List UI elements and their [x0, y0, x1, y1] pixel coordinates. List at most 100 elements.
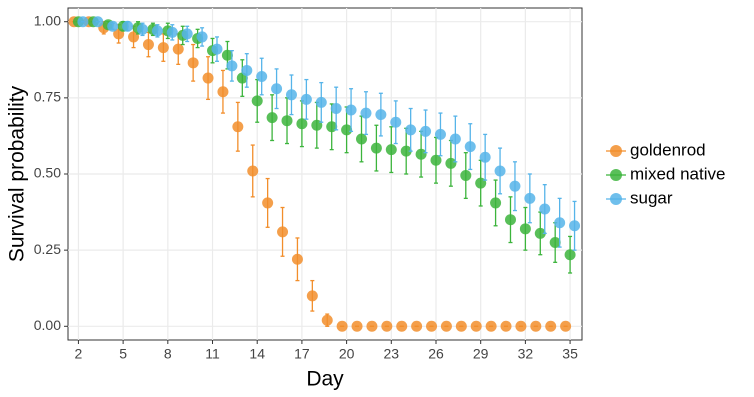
point	[464, 141, 476, 153]
point	[341, 124, 353, 136]
legend-label: goldenrod	[630, 140, 706, 159]
point	[356, 133, 368, 145]
point	[262, 197, 274, 209]
x-tick-label: 23	[384, 346, 400, 362]
x-tick-label: 8	[164, 346, 172, 362]
point	[256, 71, 268, 83]
y-tick-label: 0.25	[34, 241, 61, 257]
point	[300, 93, 312, 105]
point	[479, 151, 491, 163]
point	[271, 83, 283, 95]
point	[336, 320, 348, 332]
x-tick-label: 14	[249, 346, 265, 362]
point	[396, 320, 408, 332]
x-tick-label: 17	[294, 346, 310, 362]
point	[445, 157, 457, 169]
point	[385, 144, 397, 156]
point	[411, 320, 423, 332]
point	[534, 227, 546, 239]
point	[281, 115, 293, 127]
point	[509, 180, 521, 192]
point	[351, 320, 363, 332]
point	[530, 320, 542, 332]
point	[420, 125, 432, 137]
point	[226, 60, 238, 72]
point	[524, 192, 536, 204]
point	[460, 170, 472, 182]
point	[375, 109, 387, 121]
point	[400, 145, 412, 157]
point	[434, 128, 446, 140]
point	[247, 165, 259, 177]
point	[500, 320, 512, 332]
point	[277, 226, 289, 238]
point	[181, 28, 193, 40]
point	[405, 124, 417, 136]
point	[449, 133, 461, 145]
point	[545, 320, 557, 332]
point	[455, 320, 467, 332]
point	[504, 214, 516, 226]
point	[321, 314, 333, 326]
point	[539, 203, 551, 215]
legend-label: mixed native	[630, 164, 725, 183]
y-tick-label: 0.50	[34, 165, 61, 181]
y-tick-label: 1.00	[34, 12, 61, 28]
point	[560, 320, 572, 332]
x-axis-title: Day	[306, 368, 344, 391]
point	[569, 220, 581, 232]
point	[142, 39, 154, 51]
point	[564, 249, 576, 261]
x-tick-label: 26	[428, 346, 444, 362]
point	[196, 31, 208, 43]
point	[157, 42, 169, 54]
point	[92, 16, 104, 28]
point	[430, 154, 442, 166]
point	[345, 104, 357, 116]
point	[490, 197, 502, 209]
point	[296, 118, 308, 130]
legend-label: sugar	[630, 188, 673, 207]
point	[366, 320, 378, 332]
point	[415, 148, 427, 160]
y-axis-title: Survival probability	[6, 85, 29, 262]
point	[211, 43, 223, 55]
point	[232, 121, 244, 133]
point	[172, 43, 184, 55]
point	[515, 320, 527, 332]
point	[485, 320, 497, 332]
point	[426, 320, 438, 332]
point	[266, 112, 278, 124]
point	[330, 103, 342, 115]
point	[107, 20, 119, 32]
point	[470, 320, 482, 332]
point	[494, 165, 506, 177]
x-tick-label: 29	[473, 346, 489, 362]
point	[241, 64, 253, 76]
point	[440, 320, 452, 332]
y-tick-label: 0.75	[34, 89, 61, 105]
x-tick-label: 32	[518, 346, 534, 362]
x-tick-label: 35	[562, 346, 578, 362]
point	[370, 142, 382, 154]
point	[381, 320, 393, 332]
point	[549, 237, 561, 249]
y-tick-label: 0.00	[34, 317, 61, 333]
point	[151, 25, 163, 37]
x-tick-label: 5	[119, 346, 127, 362]
point	[187, 57, 199, 69]
point	[390, 116, 402, 128]
point	[166, 26, 178, 38]
point	[136, 23, 148, 35]
point	[554, 217, 566, 229]
point	[519, 223, 531, 235]
point	[202, 72, 214, 84]
point	[360, 107, 372, 119]
x-tick-label: 2	[75, 346, 83, 362]
point	[122, 20, 134, 32]
point	[221, 49, 233, 61]
x-tick-label: 11	[205, 346, 220, 362]
point	[315, 96, 327, 108]
point	[77, 16, 89, 28]
